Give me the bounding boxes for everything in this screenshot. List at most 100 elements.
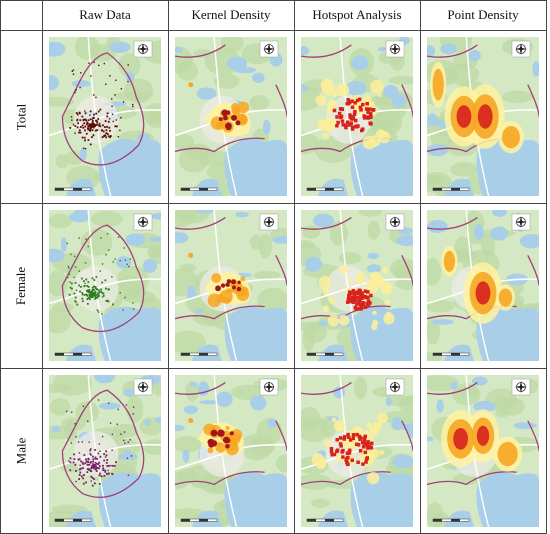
hotspot-hot-cell bbox=[346, 101, 350, 106]
data-point bbox=[127, 474, 130, 477]
hotspot-cold-area bbox=[384, 299, 391, 305]
hotspot-hot-cell bbox=[367, 445, 372, 449]
data-point bbox=[117, 135, 120, 138]
data-point bbox=[78, 473, 81, 476]
row-header-female: Female bbox=[0, 203, 42, 368]
forest-patch bbox=[338, 252, 361, 264]
lake bbox=[301, 45, 309, 56]
lake bbox=[182, 449, 190, 463]
data-point bbox=[79, 126, 82, 128]
hotspot-hot-cell bbox=[351, 288, 356, 293]
data-point bbox=[79, 131, 82, 134]
data-point bbox=[103, 453, 106, 455]
road bbox=[49, 443, 161, 471]
hotspot-hot-cell bbox=[369, 114, 373, 119]
hotspot-hot-cell bbox=[337, 111, 342, 116]
data-point bbox=[86, 122, 89, 125]
hotspot-hot-cell bbox=[350, 117, 354, 121]
kde-mid-density bbox=[188, 252, 194, 258]
hotspot-hot-cell bbox=[361, 301, 366, 305]
kde-mid-density bbox=[223, 296, 231, 304]
lake bbox=[318, 320, 330, 326]
data-point bbox=[74, 91, 76, 94]
hotspot-hot-cell bbox=[358, 289, 362, 293]
kde-high-density bbox=[225, 437, 231, 444]
hotspot-hot-cell bbox=[362, 445, 366, 449]
hotspot-hot-cell bbox=[363, 289, 368, 294]
data-point bbox=[117, 236, 120, 239]
data-point bbox=[92, 465, 95, 467]
data-point bbox=[84, 148, 87, 150]
lake bbox=[51, 425, 61, 433]
data-point bbox=[91, 124, 94, 126]
scale-bar-icon bbox=[180, 187, 218, 191]
lake bbox=[195, 210, 214, 214]
data-point bbox=[98, 64, 100, 67]
data-point bbox=[85, 481, 87, 484]
data-point bbox=[104, 279, 107, 282]
hotspot-hot-cell bbox=[350, 99, 354, 103]
forest-patch bbox=[501, 90, 534, 104]
forest-patch bbox=[301, 85, 321, 111]
data-point bbox=[108, 126, 111, 129]
data-point bbox=[97, 463, 100, 466]
data-point bbox=[95, 466, 97, 468]
data-point bbox=[111, 105, 113, 107]
data-point bbox=[75, 470, 77, 472]
data-point bbox=[92, 463, 94, 466]
data-point bbox=[80, 277, 83, 280]
data-point bbox=[94, 449, 97, 451]
map-canvas bbox=[175, 210, 287, 361]
data-point bbox=[93, 116, 95, 119]
data-point bbox=[81, 124, 84, 127]
data-point bbox=[87, 128, 90, 131]
data-point bbox=[73, 453, 76, 456]
hotspot-hot-cell bbox=[350, 127, 355, 131]
hotspot-hot-cell bbox=[347, 292, 352, 297]
data-point bbox=[87, 125, 90, 127]
kde-high-density bbox=[208, 441, 215, 448]
data-point bbox=[102, 130, 105, 133]
data-point bbox=[114, 125, 117, 128]
data-point bbox=[91, 286, 94, 289]
data-point bbox=[94, 461, 97, 464]
compass-rose-icon bbox=[511, 213, 531, 231]
data-point bbox=[88, 463, 91, 466]
data-point bbox=[106, 459, 109, 461]
forest-patch bbox=[367, 220, 380, 240]
data-point bbox=[95, 296, 98, 299]
kde-high-density bbox=[215, 285, 221, 292]
cell-total-point-density bbox=[420, 30, 546, 203]
compass-rose-icon bbox=[511, 40, 531, 58]
kde-mid-density bbox=[207, 447, 214, 454]
kde-high-density bbox=[217, 429, 225, 437]
hotspot-hot-cell bbox=[364, 460, 368, 464]
bay bbox=[350, 472, 413, 527]
data-point bbox=[69, 126, 72, 129]
data-point bbox=[77, 458, 80, 461]
data-point bbox=[103, 135, 105, 138]
county-boundary bbox=[61, 389, 145, 498]
data-point bbox=[83, 454, 86, 456]
hotspot-hot-cell bbox=[364, 107, 369, 111]
data-point bbox=[70, 282, 73, 285]
data-point bbox=[119, 129, 121, 132]
data-point bbox=[93, 288, 96, 291]
data-point bbox=[93, 61, 95, 64]
map-female-hotspot-analysis bbox=[301, 210, 413, 361]
data-point bbox=[105, 454, 108, 457]
hotspot-hot-cell bbox=[369, 122, 373, 126]
hotspot-hot-cell bbox=[355, 98, 360, 103]
kde-mid-density bbox=[211, 273, 222, 283]
data-point bbox=[90, 75, 92, 77]
data-point bbox=[74, 266, 77, 268]
hotspot-hot-cell bbox=[354, 125, 359, 129]
lake bbox=[123, 449, 132, 455]
hotspot-hot-cell bbox=[365, 101, 369, 106]
density-middle bbox=[432, 68, 444, 101]
data-point bbox=[126, 263, 128, 266]
hotspot-hot-cell bbox=[369, 293, 373, 298]
lake bbox=[234, 66, 257, 74]
data-point bbox=[123, 439, 125, 442]
